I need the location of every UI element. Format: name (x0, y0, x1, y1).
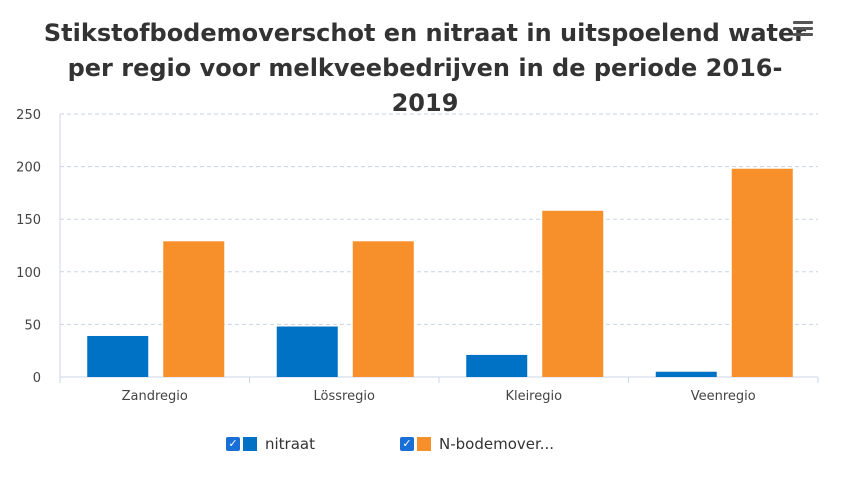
y-tick-label: 150 (16, 213, 41, 228)
bar-nitraat-zandregio (87, 335, 149, 377)
checkbox-icon[interactable]: ✓ (400, 437, 414, 451)
bar-n-bodemover-lössregio (352, 241, 414, 377)
y-tick-label: 250 (16, 108, 41, 123)
legend-swatch-nitraat (243, 437, 257, 451)
legend-item-n-bodemoverschot[interactable]: ✓ N-bodemover... (400, 433, 554, 455)
legend-item-nitraat[interactable]: ✓ nitraat (226, 433, 315, 455)
y-tick-label: 0 (33, 371, 41, 386)
bar-nitraat-lössregio (276, 326, 338, 377)
x-tick-label: Veenregio (691, 389, 756, 404)
legend-swatch-n-bodemoverschot (417, 437, 431, 451)
bar-n-bodemover-zandregio (163, 241, 225, 377)
x-tick-label: Kleiregio (505, 389, 562, 404)
checkbox-icon[interactable]: ✓ (226, 437, 240, 451)
y-tick-label: 200 (16, 161, 41, 176)
bar-n-bodemover-kleiregio (542, 210, 604, 377)
hamburger-menu-icon[interactable] (791, 19, 815, 41)
bar-nitraat-veenregio (655, 371, 717, 377)
x-tick-label: Zandregio (122, 389, 188, 404)
bar-n-bodemover-veenregio (731, 168, 793, 377)
legend: ✓ nitraat ✓ N-bodemover... (0, 433, 857, 457)
x-tick-label: Lössregio (314, 389, 375, 404)
y-tick-label: 100 (16, 266, 41, 281)
bar-nitraat-kleiregio (466, 354, 528, 377)
legend-label-nitraat: nitraat (265, 435, 315, 453)
y-tick-label: 50 (24, 318, 41, 333)
chart-title: Stikstofbodemoverschot en nitraat in uit… (43, 19, 807, 117)
legend-label-n-bodemoverschot: N-bodemover... (439, 435, 555, 453)
